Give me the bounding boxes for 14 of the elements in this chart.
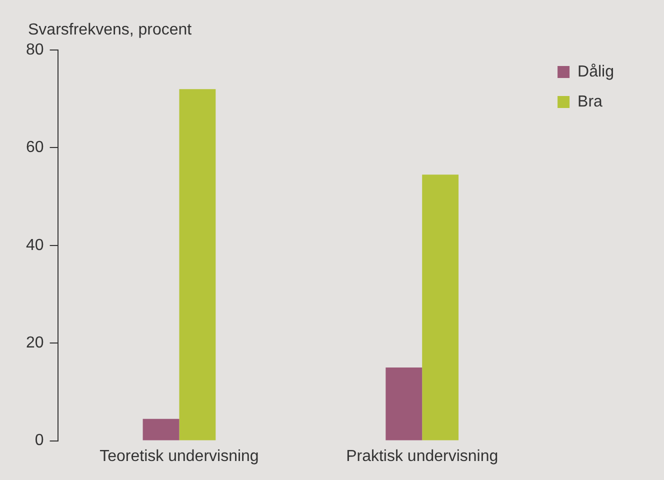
bar: [179, 89, 216, 440]
y-tick-label: 60: [26, 139, 44, 156]
y-tick-label: 20: [26, 334, 44, 352]
y-tick-label: 80: [26, 41, 44, 58]
legend-label: Dålig: [578, 63, 614, 80]
legend-label: Bra: [578, 93, 603, 110]
bar: [422, 174, 459, 440]
y-tick-label: 40: [26, 236, 44, 254]
x-tick-label: Praktisk undervisning: [346, 448, 498, 465]
bar: [142, 418, 180, 440]
bar: [386, 368, 422, 440]
x-tick-label: Teoretisk undervisning: [100, 448, 259, 465]
y-axis-title: Svarsfrekvens, procent: [28, 21, 192, 38]
y-tick-label: 0: [34, 432, 44, 450]
